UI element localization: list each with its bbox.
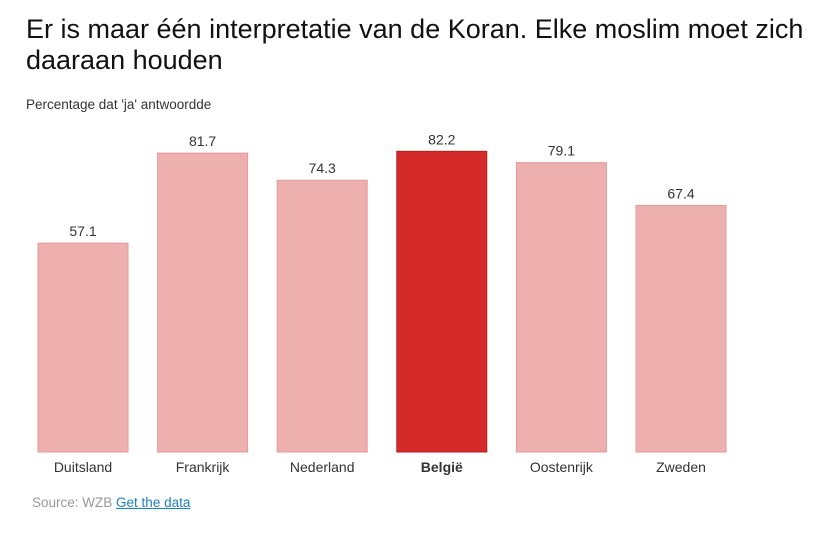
bar-zweden [635, 204, 727, 453]
chart-footer: Source: WZB Get the data [32, 495, 190, 510]
bar-nederland [276, 179, 368, 453]
bar-duitsland [37, 242, 129, 453]
value-label-duitsland: 57.1 [69, 223, 96, 239]
category-label-zweden: Zweden [656, 459, 706, 475]
chart-title: Er is maar één interpretatie van de Kora… [26, 14, 804, 75]
value-label-belgie: 82.2 [428, 131, 455, 147]
bar-frankrijk [157, 152, 249, 453]
category-label-nederland: Nederland [290, 459, 355, 475]
source-text: Source: WZB [32, 495, 113, 510]
get-the-data-link[interactable]: Get the data [116, 495, 191, 510]
bar-oostenrijk [515, 162, 607, 453]
chart-subtitle: Percentage dat 'ja' antwoordde [26, 97, 212, 112]
category-label-belgie: België [421, 459, 463, 475]
value-label-nederland: 74.3 [309, 160, 336, 176]
category-label-oostenrijk: Oostenrijk [530, 459, 594, 475]
category-label-frankrijk: Frankrijk [176, 459, 231, 475]
value-label-frankrijk: 81.7 [189, 133, 216, 149]
category-label-duitsland: Duitsland [54, 459, 112, 475]
value-label-oostenrijk: 79.1 [548, 143, 575, 159]
bar-belgie [396, 150, 488, 453]
value-label-zweden: 67.4 [667, 185, 694, 201]
